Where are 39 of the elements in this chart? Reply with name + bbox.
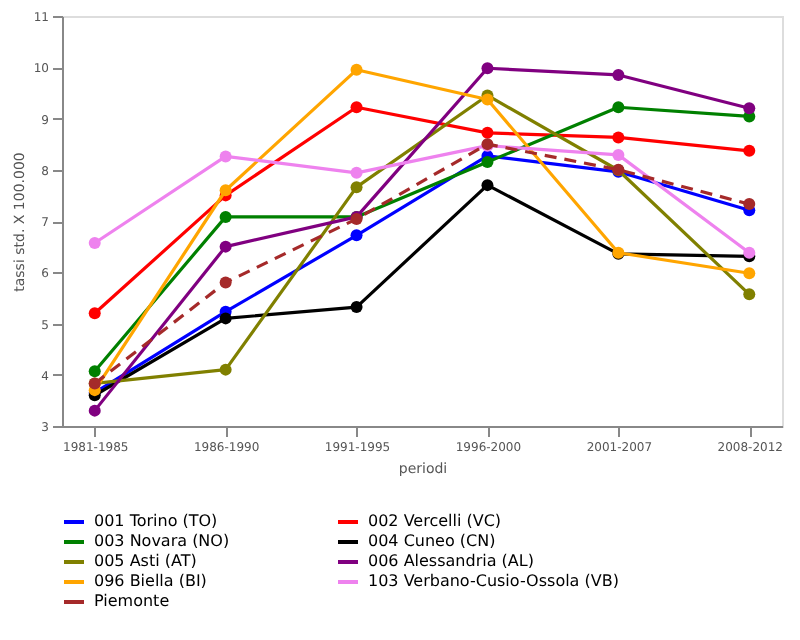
- point: [88, 307, 101, 320]
- point: [481, 126, 494, 139]
- legend-label: 005 Asti (AT): [94, 552, 197, 570]
- point: [219, 210, 232, 223]
- legend-label: 096 Biella (BI): [94, 572, 207, 590]
- legend-label: 003 Novara (NO): [94, 532, 230, 550]
- point: [743, 102, 756, 115]
- legend-label: 002 Vercelli (VC): [368, 512, 502, 530]
- point: [743, 198, 756, 211]
- point: [743, 267, 756, 280]
- legend-label: 001 Torino (TO): [94, 512, 218, 530]
- point: [481, 156, 494, 169]
- point: [481, 62, 494, 75]
- legend-label: 004 Cuneo (CN): [368, 532, 496, 550]
- legend-label: Piemonte: [94, 592, 170, 610]
- point: [219, 184, 232, 197]
- point: [612, 68, 625, 81]
- point: [481, 179, 494, 192]
- point: [219, 312, 232, 325]
- point: [612, 131, 625, 144]
- point: [219, 240, 232, 253]
- point: [219, 363, 232, 376]
- point: [88, 237, 101, 250]
- point: [88, 365, 101, 378]
- point: [350, 101, 363, 114]
- point: [350, 301, 363, 314]
- legend-label: 006 Alessandria (AL): [368, 552, 534, 570]
- point: [612, 148, 625, 161]
- point: [612, 101, 625, 114]
- legend-label: 103 Verbano-Cusio-Ossola (VB): [368, 572, 619, 590]
- point: [219, 150, 232, 163]
- point: [350, 166, 363, 179]
- point: [743, 144, 756, 157]
- point: [743, 288, 756, 301]
- point: [88, 404, 101, 417]
- point: [350, 63, 363, 76]
- point: [350, 181, 363, 194]
- point: [350, 229, 363, 242]
- point: [219, 276, 232, 289]
